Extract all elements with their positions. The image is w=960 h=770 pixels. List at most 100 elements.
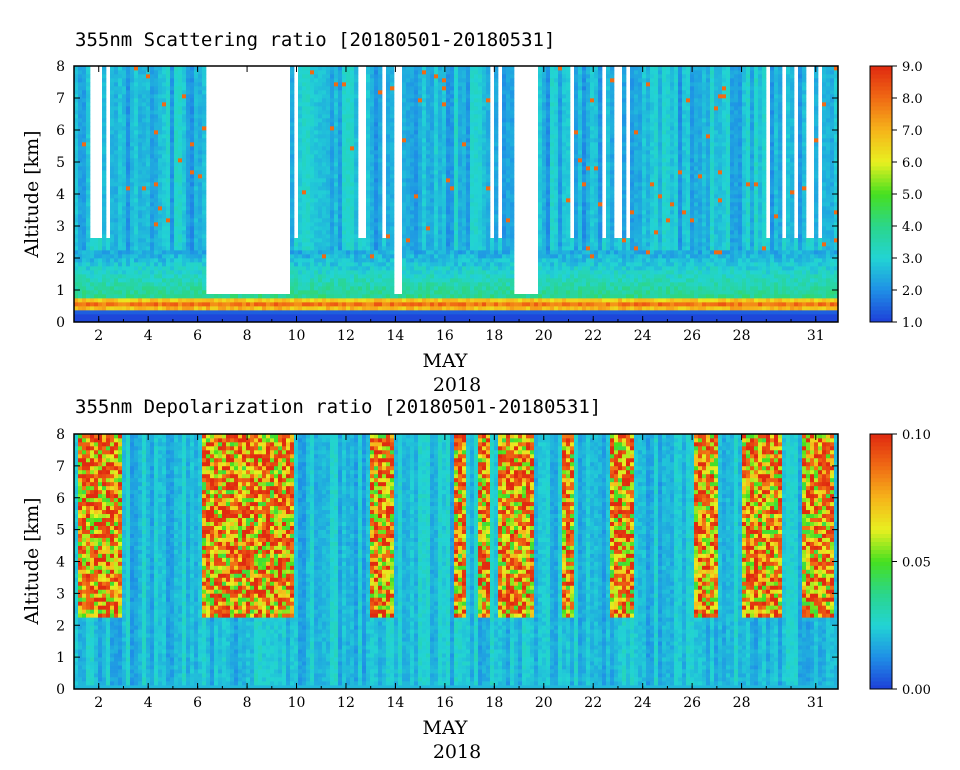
heatmap-cell — [166, 110, 170, 114]
heatmap-cell — [338, 178, 342, 182]
heatmap-cell — [290, 310, 294, 314]
heatmap-cell — [414, 210, 418, 214]
heatmap-cell — [130, 246, 134, 250]
heatmap-cell — [390, 210, 394, 214]
heatmap-cell — [326, 94, 330, 98]
heatmap-cell — [406, 106, 410, 110]
heatmap-cell — [182, 274, 186, 278]
heatmap-cell — [454, 150, 458, 154]
heatmap-cell — [474, 114, 478, 118]
heatmap-cell — [150, 226, 154, 230]
heatmap-cell — [298, 158, 302, 162]
heatmap-cell — [374, 290, 378, 294]
heatmap-cell — [218, 306, 222, 310]
heatmap-cell — [122, 298, 126, 302]
heatmap-cell — [190, 126, 194, 130]
heatmap-cell — [182, 254, 186, 258]
heatmap-cell — [174, 146, 178, 150]
heatmap-cell — [102, 202, 106, 206]
heatmap-cell — [302, 190, 306, 194]
heatmap-cell — [110, 238, 114, 242]
heatmap-cell — [118, 158, 122, 162]
heatmap-cell — [426, 230, 430, 234]
heatmap-cell — [134, 146, 138, 150]
heatmap-cell — [486, 262, 490, 266]
heatmap-cell — [194, 218, 198, 222]
heatmap-cell — [82, 222, 86, 226]
heatmap-cell — [182, 154, 186, 158]
heatmap-cell — [114, 154, 118, 158]
heatmap-cell — [342, 94, 346, 98]
heatmap-cell — [338, 294, 342, 298]
heatmap-cell — [354, 234, 358, 238]
heatmap-cell — [406, 314, 410, 318]
heatmap-cell — [466, 150, 470, 154]
heatmap-cell — [290, 130, 294, 134]
heatmap-cell — [154, 174, 158, 178]
heatmap-cell — [418, 190, 422, 194]
heatmap-cell — [114, 310, 118, 314]
heatmap-cell — [250, 302, 254, 306]
heatmap-cell — [290, 274, 294, 278]
heatmap-cell — [146, 274, 150, 278]
heatmap-cell — [442, 138, 446, 142]
heatmap-cell — [474, 150, 478, 154]
heatmap-cell — [346, 94, 350, 98]
heatmap-cell — [166, 258, 170, 262]
heatmap-cell — [238, 294, 242, 298]
heatmap-cell — [482, 174, 486, 178]
heatmap-cell — [78, 218, 82, 222]
heatmap-cell — [182, 150, 186, 154]
heatmap-cell — [378, 146, 382, 150]
heatmap-cell — [450, 178, 454, 182]
heatmap-cell — [182, 270, 186, 274]
heatmap-cell — [330, 202, 334, 206]
heatmap-cell — [430, 298, 434, 302]
heatmap-cell — [458, 202, 462, 206]
heatmap-cell — [426, 166, 430, 170]
heatmap-cell — [454, 122, 458, 126]
heatmap-cell — [170, 266, 174, 270]
heatmap-cell — [442, 150, 446, 154]
heatmap-cell — [446, 290, 450, 294]
heatmap-cell — [318, 130, 322, 134]
heatmap-cell — [314, 74, 318, 78]
heatmap-cell — [426, 302, 430, 306]
heatmap-cell — [102, 282, 106, 286]
heatmap-cell — [302, 90, 306, 94]
heatmap-cell — [202, 274, 206, 278]
heatmap-cell — [410, 114, 414, 118]
heatmap-cell — [150, 218, 154, 222]
heatmap-cell — [378, 286, 382, 290]
heatmap-cell — [138, 234, 142, 238]
heatmap-cell — [126, 206, 130, 210]
heatmap-cell — [342, 190, 346, 194]
heatmap-cell — [122, 302, 126, 306]
heatmap-cell — [414, 226, 418, 230]
heatmap-cell — [190, 150, 194, 154]
heatmap-cell — [362, 266, 366, 270]
heatmap-cell — [422, 198, 426, 202]
heatmap-cell — [354, 210, 358, 214]
heatmap-cell — [102, 234, 106, 238]
heatmap-cell — [106, 302, 110, 306]
heatmap-cell — [130, 218, 134, 222]
heatmap-cell — [286, 306, 290, 310]
heatmap-cell — [474, 122, 478, 126]
heatmap-cell — [422, 286, 426, 290]
heatmap-cell — [198, 78, 202, 82]
heatmap-cell — [190, 282, 194, 286]
heatmap-cell — [402, 174, 406, 178]
heatmap-cell — [290, 110, 294, 114]
heatmap-cell — [386, 150, 390, 154]
heatmap-cell — [390, 310, 394, 314]
heatmap-cell — [134, 274, 138, 278]
heatmap-cell — [114, 262, 118, 266]
heatmap-cell — [470, 166, 474, 170]
heatmap-cell — [454, 82, 458, 86]
heatmap-cell — [466, 194, 470, 198]
heatmap-cell — [326, 126, 330, 130]
heatmap-cell — [102, 182, 106, 186]
heatmap-cell — [82, 158, 86, 162]
heatmap-cell — [366, 210, 370, 214]
